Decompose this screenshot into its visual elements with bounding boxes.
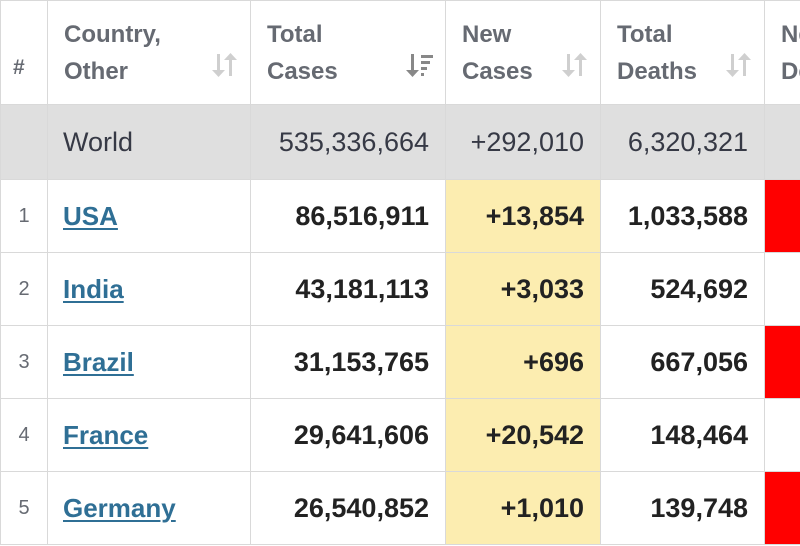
new-deaths-cell: [764, 471, 800, 545]
sort-descending-icon[interactable]: [405, 50, 435, 80]
rank-cell: 5: [0, 471, 48, 545]
total-deaths-cell: 667,056: [600, 325, 765, 399]
new-deaths-cell: [764, 252, 800, 326]
country-cell: India: [47, 252, 251, 326]
total-deaths-cell: 148,464: [600, 398, 765, 472]
column-header-new-deaths-label: New Deaths: [781, 20, 800, 85]
new-deaths-cell: [764, 179, 800, 253]
table-row: 3 Brazil 31,153,765 +696 667,056: [0, 325, 800, 399]
column-header-country[interactable]: Country, Other: [47, 0, 251, 105]
new-cases-cell: +20,542: [445, 398, 601, 472]
new-deaths-cell: [764, 325, 800, 399]
column-header-new-cases[interactable]: New Cases: [445, 0, 601, 105]
sort-arrows-icon[interactable]: [560, 50, 590, 80]
sort-arrows-icon[interactable]: [724, 50, 754, 80]
column-header-rank[interactable]: #: [0, 0, 48, 105]
new-cases-cell: +1,010: [445, 471, 601, 545]
total-cases-cell: 43,181,113: [250, 252, 446, 326]
new-deaths-cell: [764, 398, 800, 472]
table-row: 5 Germany 26,540,852 +1,010 139,748: [0, 471, 800, 545]
total-deaths-cell: 139,748: [600, 471, 765, 545]
new-cases-cell: +13,854: [445, 179, 601, 253]
header-row: # Country, Other Total Cases New Cases: [0, 0, 800, 105]
country-cell: Brazil: [47, 325, 251, 399]
column-header-country-label: Country, Other: [64, 20, 161, 85]
total-deaths-cell: 1,033,588: [600, 179, 765, 253]
country-link-france[interactable]: France: [63, 419, 149, 450]
column-header-total-cases-label: Total Cases: [267, 20, 338, 85]
new-cases-cell: +3,033: [445, 252, 601, 326]
column-header-new-cases-label: New Cases: [462, 20, 533, 85]
new-cases-cell: +696: [445, 325, 601, 399]
new-cases-cell: +292,010: [445, 104, 601, 180]
table-row: 4 France 29,641,606 +20,542 148,464: [0, 398, 800, 472]
rank-cell: 4: [0, 398, 48, 472]
new-deaths-cell: [764, 104, 800, 180]
column-header-new-deaths[interactable]: New Deaths: [764, 0, 800, 105]
country-cell: USA: [47, 179, 251, 253]
country-link-usa[interactable]: USA: [63, 200, 118, 231]
rank-cell: [0, 104, 48, 180]
total-deaths-cell: 524,692: [600, 252, 765, 326]
sort-arrows-icon[interactable]: [210, 50, 240, 80]
total-cases-cell: 86,516,911: [250, 179, 446, 253]
total-cases-cell: 535,336,664: [250, 104, 446, 180]
country-cell: France: [47, 398, 251, 472]
table-row: 2 India 43,181,113 +3,033 524,692: [0, 252, 800, 326]
table-row: 1 USA 86,516,911 +13,854 1,033,588: [0, 179, 800, 253]
country-link-india[interactable]: India: [63, 273, 124, 304]
rank-cell: 2: [0, 252, 48, 326]
column-header-rank-label: #: [13, 56, 25, 79]
total-cases-cell: 31,153,765: [250, 325, 446, 399]
rank-cell: 1: [0, 179, 48, 253]
country-link-germany[interactable]: Germany: [63, 492, 176, 523]
country-cell: World: [47, 104, 251, 180]
total-cases-cell: 26,540,852: [250, 471, 446, 545]
column-header-total-deaths-label: Total Deaths: [617, 20, 698, 85]
country-cell: Germany: [47, 471, 251, 545]
column-header-total-cases[interactable]: Total Cases: [250, 0, 446, 105]
total-deaths-cell: 6,320,321: [600, 104, 765, 180]
total-cases-cell: 29,641,606: [250, 398, 446, 472]
rank-cell: 3: [0, 325, 48, 399]
world-total-row: World 535,336,664 +292,010 6,320,321: [0, 104, 800, 180]
column-header-total-deaths[interactable]: Total Deaths: [600, 0, 765, 105]
country-link-brazil[interactable]: Brazil: [63, 346, 134, 377]
